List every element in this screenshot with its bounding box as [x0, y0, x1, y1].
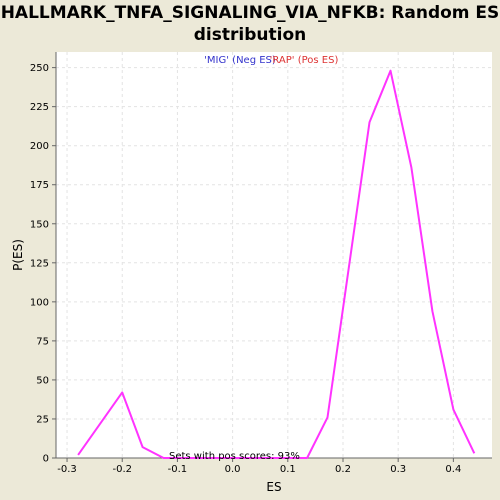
- y-tick-label: 25: [36, 414, 49, 425]
- y-tick-label: 50: [36, 375, 49, 386]
- legend-pos-es: 'RAP' (Pos ES): [270, 55, 339, 66]
- y-tick-label: 150: [30, 219, 49, 230]
- x-tick-label: 0.1: [280, 464, 296, 475]
- y-tick-label: 225: [30, 102, 49, 113]
- x-tick-label: -0.1: [168, 464, 188, 475]
- y-tick-label: 175: [30, 180, 49, 191]
- es-distribution-line: [77, 69, 476, 459]
- x-axis-ticks: -0.3 -0.2 -0.1 0.0 0.1 0.2 0.3 0.4: [57, 458, 461, 475]
- x-axis-label: ES: [266, 480, 281, 494]
- x-tick-label: 0.0: [225, 464, 241, 475]
- legend-neg-es: 'MIG' (Neg ES): [204, 55, 276, 66]
- x-tick-label: 0.2: [335, 464, 351, 475]
- y-tick-label: 125: [30, 258, 49, 269]
- chart-title-line2: distribution: [193, 25, 307, 45]
- y-axis-ticks: 0 25 50 75 100 125 150 175 200 225 250: [30, 63, 56, 465]
- x-tick-label: -0.3: [57, 464, 77, 475]
- pos-scores-annotation: Sets with pos scores: 93%: [169, 451, 300, 462]
- chart-title-line1: HALLMARK_TNFA_SIGNALING_VIA_NFKB: Random…: [0, 3, 500, 23]
- y-tick-label: 75: [36, 336, 49, 347]
- x-tick-label: 0.4: [445, 464, 461, 475]
- plot-area: [56, 52, 492, 458]
- y-tick-label: 0: [43, 454, 49, 465]
- x-tick-label: 0.3: [390, 464, 406, 475]
- y-tick-label: 100: [30, 297, 49, 308]
- y-tick-label: 250: [30, 63, 49, 74]
- y-axis-label: P(ES): [11, 239, 25, 271]
- x-tick-label: -0.2: [112, 464, 132, 475]
- y-tick-label: 200: [30, 141, 49, 152]
- grid-lines: [56, 52, 492, 459]
